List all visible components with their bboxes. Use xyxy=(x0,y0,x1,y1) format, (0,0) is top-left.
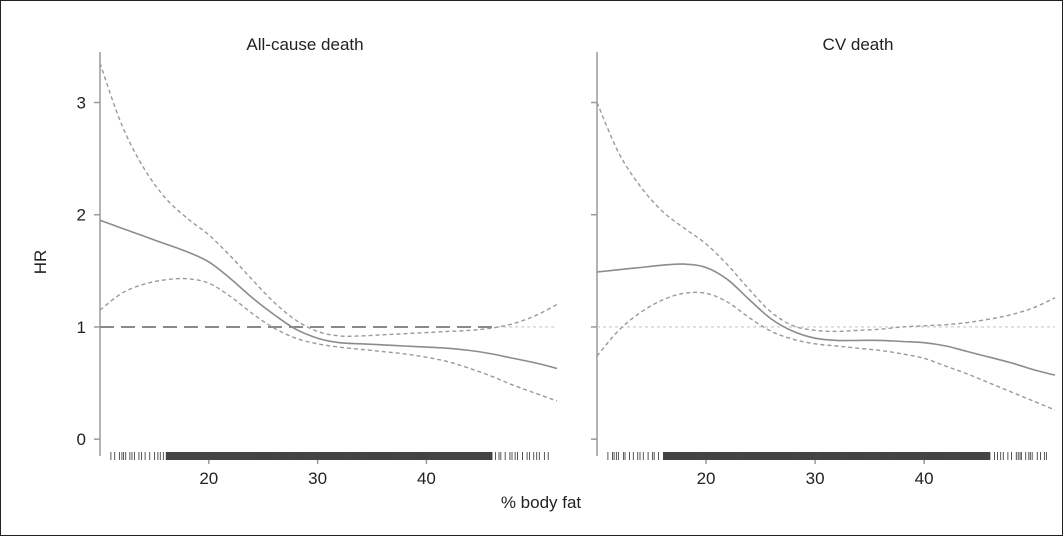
x-tick-label: 40 xyxy=(915,469,934,488)
x-tick-label: 20 xyxy=(199,469,218,488)
y-tick-label: 1 xyxy=(77,318,86,337)
series-upper xyxy=(596,102,1056,333)
x-tick-label: 40 xyxy=(417,469,436,488)
panel-cv-death: CV death 20 30 40 xyxy=(591,35,1056,488)
y-tick-label: 0 xyxy=(77,430,86,449)
rug-plot xyxy=(110,452,549,460)
series-lower xyxy=(596,291,1056,411)
panel-all-cause-death: All-cause death 0 1 2 3 20 30 40 xyxy=(77,35,558,488)
x-tick-label: 30 xyxy=(806,469,825,488)
y-axis-label: HR xyxy=(31,250,50,275)
x-axis-label: % body fat xyxy=(501,493,582,512)
series-estimate xyxy=(596,263,1056,376)
panel-title-cv: CV death xyxy=(823,35,894,54)
y-tick-label: 2 xyxy=(77,206,86,225)
series-estimate xyxy=(99,219,558,370)
panel-title-all-cause: All-cause death xyxy=(246,35,363,54)
series-upper xyxy=(99,62,558,338)
series-lower xyxy=(99,277,558,402)
y-tick-label: 3 xyxy=(77,94,86,113)
rug-plot xyxy=(607,452,1047,460)
x-tick-label: 20 xyxy=(697,469,716,488)
x-tick-label: 30 xyxy=(308,469,327,488)
